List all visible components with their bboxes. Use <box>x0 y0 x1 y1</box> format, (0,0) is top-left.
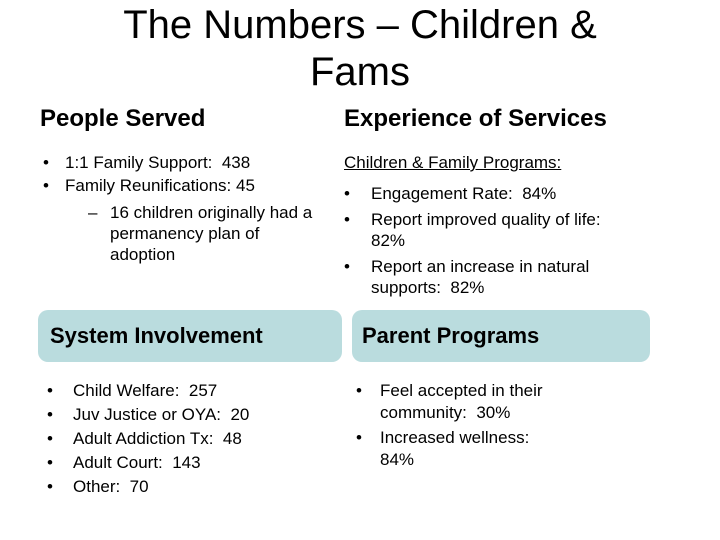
parent-programs-header-box: Parent Programs <box>352 310 650 362</box>
bullet-marker: • <box>344 210 350 229</box>
bullet-marker: • <box>344 184 350 203</box>
list-item: • Adult Court: 143 <box>44 452 339 474</box>
list-item-text: Family Reunifications: 45 <box>65 176 255 195</box>
bullet-marker: • <box>43 153 49 172</box>
bullet-marker: • <box>43 176 49 195</box>
list-item-text: Child Welfare: 257 <box>73 381 218 400</box>
list-item: • Report improved quality of life: 82% <box>344 209 606 251</box>
list-item: • Engagement Rate: 84% <box>344 183 606 204</box>
list-item: • Family Reunifications: 45 <box>40 175 340 196</box>
system-involvement-list: • Child Welfare: 257 • Juv Justice or OY… <box>44 380 339 500</box>
slide-title: The Numbers – Children & Fams <box>0 2 720 96</box>
list-item-text: Juv Justice or OYA: 20 <box>73 405 250 424</box>
bullet-marker: • <box>356 428 362 447</box>
sub-list-item: – 16 children originally had a permanenc… <box>85 202 340 265</box>
bullet-marker: • <box>47 453 53 472</box>
list-item-text: Adult Addiction Tx: 48 <box>73 429 242 448</box>
people-served-list: • 1:1 Family Support: 438 • Family Reuni… <box>40 152 340 267</box>
list-item-text: 1:1 Family Support: 438 <box>65 153 251 172</box>
bullet-marker: • <box>344 257 350 276</box>
children-family-programs-subheading: Children & Family Programs: <box>344 153 562 172</box>
bullet-marker: • <box>47 477 53 496</box>
system-involvement-label: System Involvement <box>50 323 263 348</box>
bullet-marker: • <box>47 429 53 448</box>
list-item-text: Other: 70 <box>73 477 149 496</box>
list-item: • Juv Justice or OYA: 20 <box>44 404 339 426</box>
experience-of-services-heading: Experience of Services <box>344 105 607 132</box>
list-item: • Child Welfare: 257 <box>44 380 339 402</box>
dash-marker: – <box>88 203 98 222</box>
list-item-text: Feel accepted in their community: 30% <box>380 381 548 422</box>
list-item-text: Report improved quality of life: 82% <box>371 210 611 250</box>
list-item: • Feel accepted in their community: 30% <box>352 380 564 424</box>
slide-title-line2: Fams <box>310 50 410 94</box>
bullet-marker: • <box>47 381 53 400</box>
parent-programs-list: • Feel accepted in their community: 30% … <box>352 380 564 474</box>
experience-of-services-list: Children & Family Programs: • Engagement… <box>344 152 606 303</box>
list-item-text: Adult Court: 143 <box>73 453 201 472</box>
people-served-heading: People Served <box>40 105 206 132</box>
bullet-marker: • <box>356 381 362 400</box>
sub-list-item-text: 16 children originally had a permanency … <box>110 203 317 264</box>
bullet-marker: • <box>47 405 53 424</box>
list-item: • Report an increase in natural supports… <box>344 256 606 298</box>
list-item-text: Engagement Rate: 84% <box>371 184 557 203</box>
list-item: • Increased wellness: 84% <box>352 427 564 471</box>
list-item: • 1:1 Family Support: 438 <box>40 152 340 173</box>
list-item-text: Report an increase in natural supports: … <box>371 257 595 297</box>
list-item: • Adult Addiction Tx: 48 <box>44 428 339 450</box>
slide-title-line1: The Numbers – Children & <box>123 3 597 47</box>
list-item-text: Increased wellness: 84% <box>380 428 539 469</box>
parent-programs-label: Parent Programs <box>362 323 540 348</box>
system-involvement-header-box: System Involvement <box>38 310 342 362</box>
list-item: • Other: 70 <box>44 476 339 498</box>
